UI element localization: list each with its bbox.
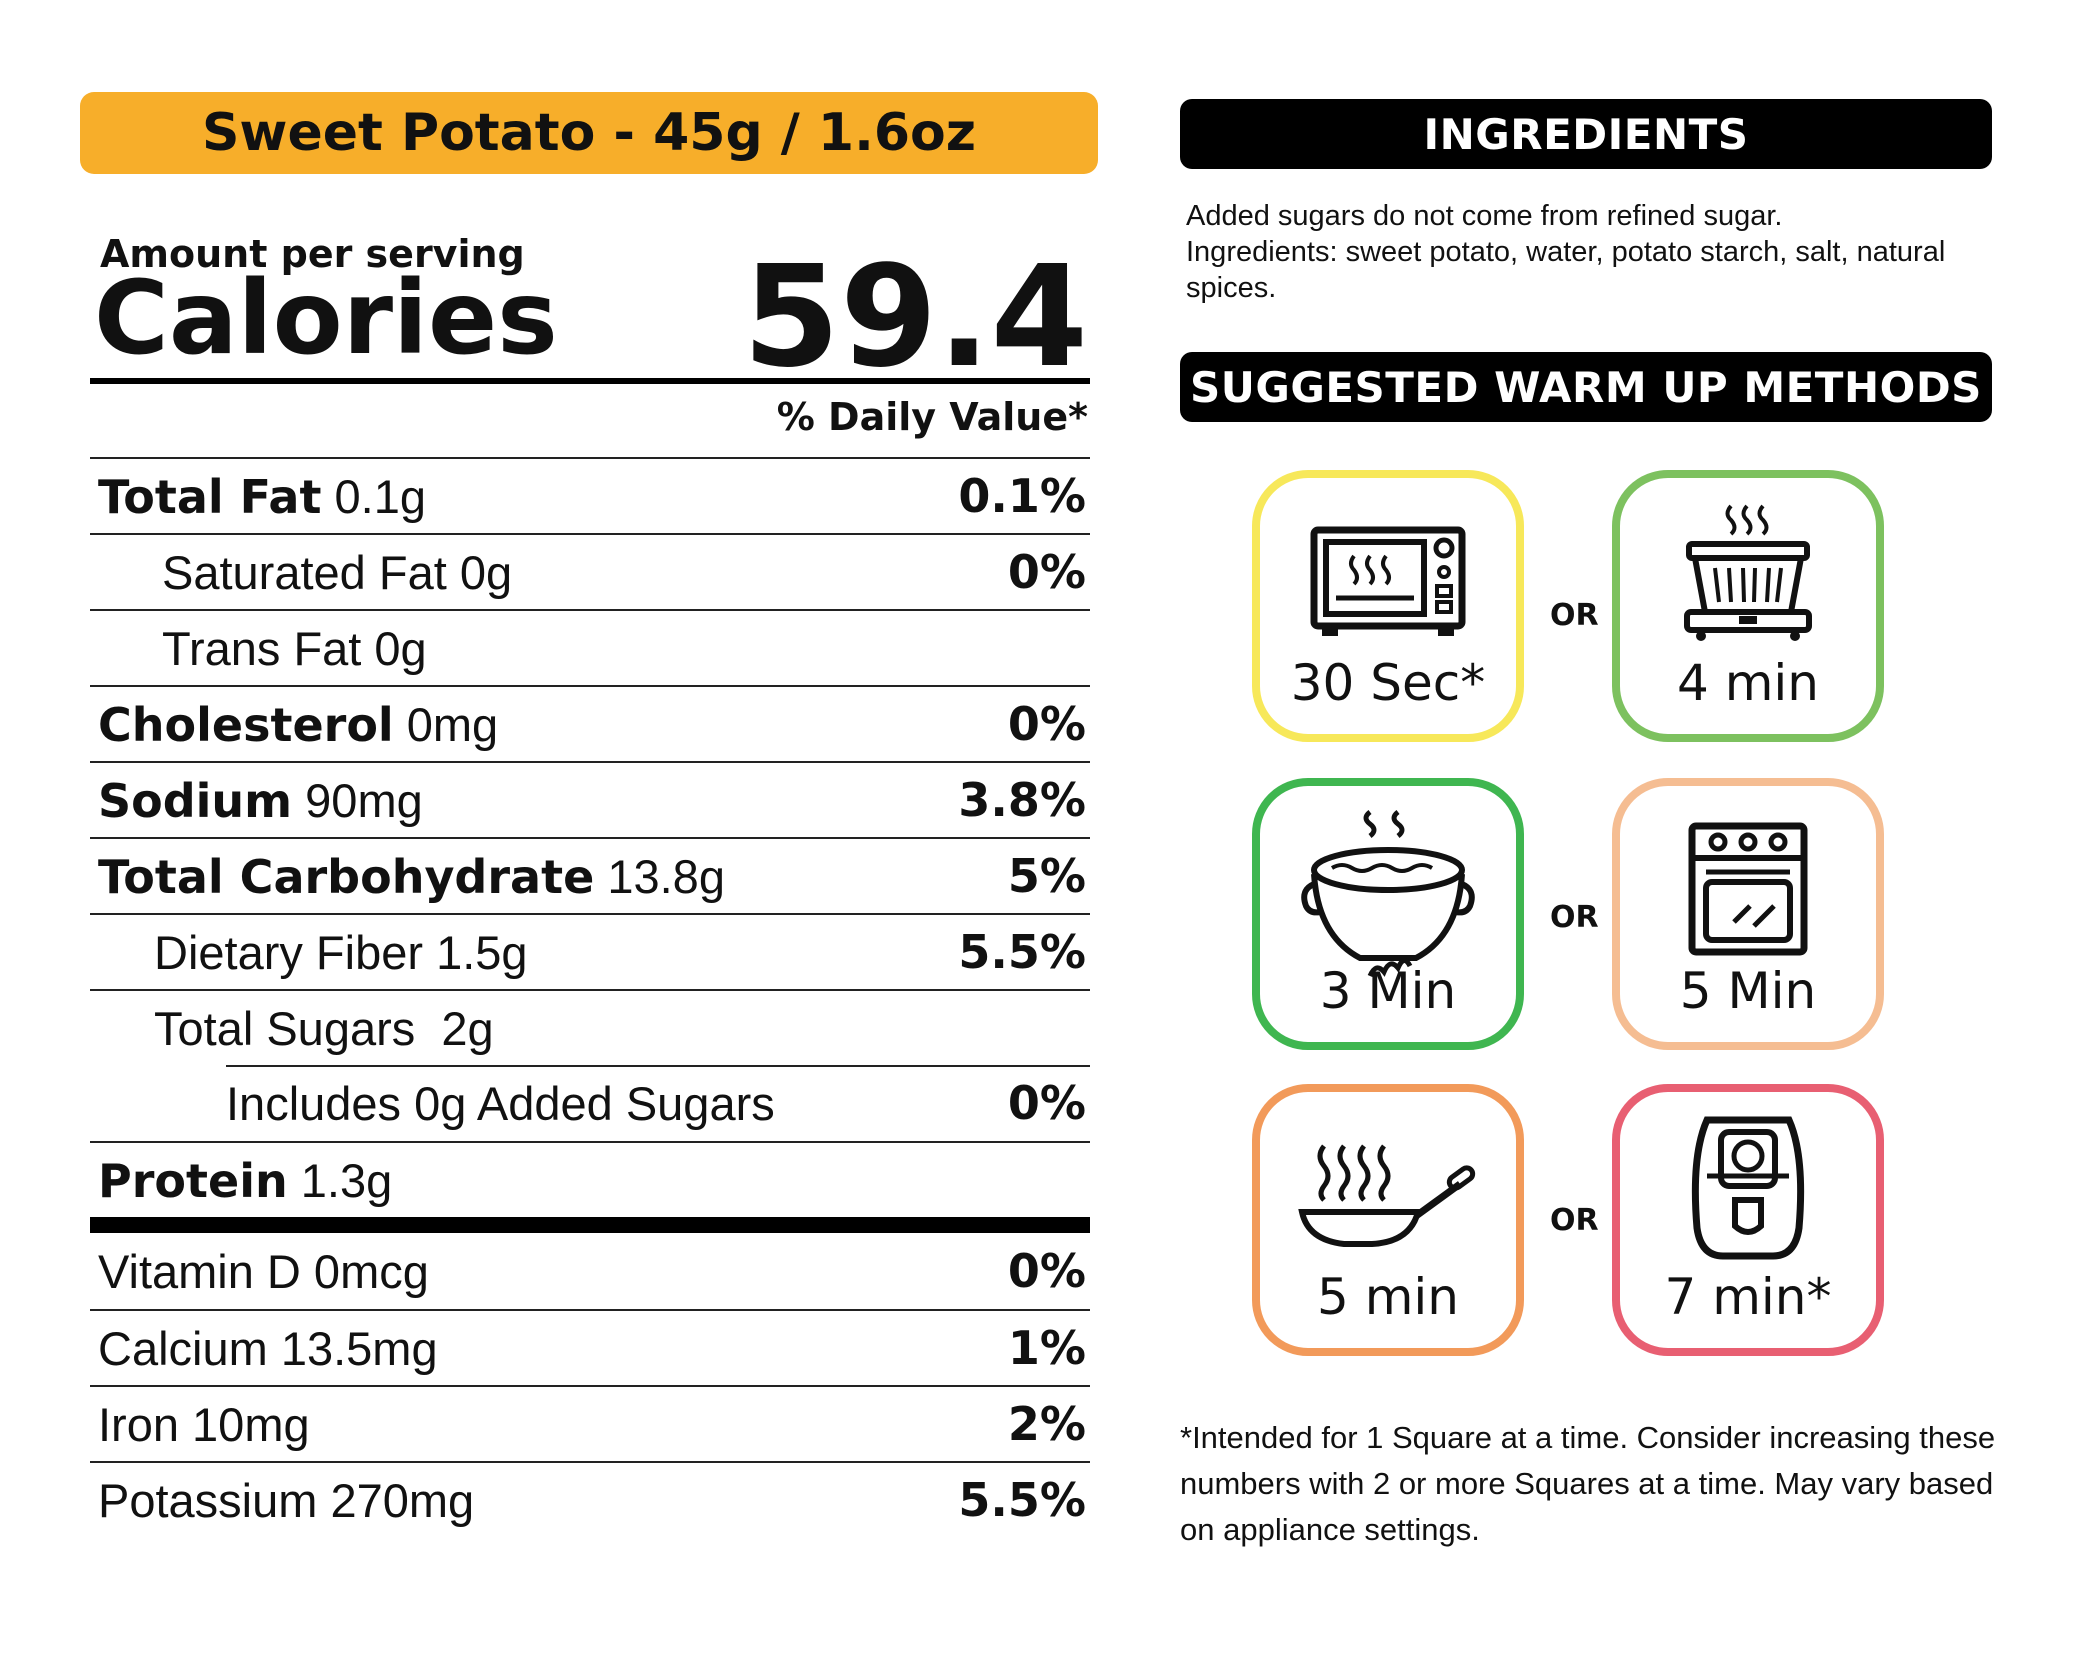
ingredients-text: Added sugars do not come from refined su… (1186, 198, 1986, 306)
oven-icon (1688, 822, 1808, 956)
nutrient-amount: 1.3g (300, 1153, 393, 1207)
nutrient-row-dietary-fiber: Dietary Fiber 1.5g 5.5% (90, 913, 1090, 989)
ingredients-title: INGREDIENTS (1180, 99, 1992, 169)
nutrient-dv: 0.1% (958, 469, 1086, 523)
or-label: OR (1550, 900, 1599, 935)
nutrient-name: Total Fat (98, 469, 322, 524)
method-microwave: 30 Sec* (1252, 470, 1524, 742)
nutrient-dv: 5% (1007, 849, 1086, 903)
method-time: 4 min (1677, 654, 1819, 712)
nutrient-name: Cholesterol (98, 697, 394, 752)
method-time: 5 min (1317, 1268, 1459, 1326)
nutrient-amount: 0.1g (334, 469, 426, 523)
vitamin-label: Vitamin D 0mcg (98, 1244, 429, 1298)
nutrient-amount: 0mg (406, 697, 499, 751)
protein-rule (90, 1217, 1090, 1233)
product-banner: Sweet Potato - 45g / 1.6oz (80, 92, 1098, 174)
nutrient-name: Protein (98, 1153, 288, 1208)
calories-rule (90, 378, 1090, 384)
nutrient-rows: Total Fat 0.1g 0.1% Saturated Fat 0g 0% … (90, 457, 1090, 1537)
calories-label: Calories (94, 259, 558, 378)
method-pot: 3 Min (1252, 778, 1524, 1050)
method-time: 7 min* (1664, 1268, 1832, 1326)
method-time: 5 Min (1679, 962, 1817, 1020)
nutrient-name: Sodium (98, 773, 293, 828)
steamer-icon (1684, 504, 1812, 641)
or-label: OR (1550, 1203, 1599, 1238)
vitamin-row-vitamin-d: Vitamin D 0mcg 0% (90, 1233, 1090, 1309)
daily-value-header: % Daily Value* (776, 395, 1088, 439)
nutrient-amount: 90mg (305, 773, 423, 827)
nutrient-dv: 5.5% (958, 925, 1086, 979)
nutrient-row-saturated-fat: Saturated Fat 0g 0% (90, 533, 1090, 609)
nutrient-row-total-fat: Total Fat 0.1g 0.1% (90, 457, 1090, 533)
vitamin-label: Iron 10mg (98, 1397, 310, 1451)
method-air-fryer: 7 min* (1612, 1084, 1884, 1356)
air-fryer-icon (1691, 1116, 1805, 1260)
nutrient-row-protein: Protein 1.3g (90, 1141, 1090, 1217)
vitamin-row-potassium: Potassium 270mg 5.5% (90, 1461, 1090, 1537)
nutrient-label: Saturated Fat 0g (162, 545, 513, 599)
vitamin-dv: 1% (1007, 1321, 1086, 1375)
footnote: *Intended for 1 Square at a time. Consid… (1180, 1420, 1996, 1547)
nutrient-label: Trans Fat 0g (162, 621, 427, 675)
nutrient-dv: 0% (1007, 697, 1086, 751)
amount-per-serving: Amount per serving (100, 232, 525, 276)
nutrient-row-trans-fat: Trans Fat 0g (90, 609, 1090, 685)
nutrient-dv: 0% (1007, 1076, 1086, 1130)
vitamin-row-iron: Iron 10mg 2% (90, 1385, 1090, 1461)
nutrient-row-added-sugars: Includes 0g Added Sugars 0% (90, 1065, 1090, 1141)
warm-up-title: SUGGESTED WARM UP METHODS (1180, 352, 1992, 422)
method-time: 3 Min (1319, 962, 1457, 1020)
nutrient-dv: 0% (1007, 545, 1086, 599)
nutrient-row-total-carbohydrate: Total Carbohydrate 13.8g 5% (90, 837, 1090, 913)
pot-icon (1301, 810, 1475, 978)
vitamin-dv: 5.5% (958, 1473, 1086, 1527)
method-frying-pan: 5 min (1252, 1084, 1524, 1356)
vitamin-label: Calcium 13.5mg (98, 1321, 438, 1375)
nutrient-row-total-sugars: Total Sugars 2g (90, 989, 1090, 1065)
vitamin-row-calcium: Calcium 13.5mg 1% (90, 1309, 1090, 1385)
vitamin-dv: 2% (1007, 1397, 1086, 1451)
microwave-icon (1310, 526, 1466, 636)
nutrient-name: Total Carbohydrate (98, 849, 595, 904)
vitamin-label: Potassium 270mg (98, 1473, 475, 1527)
or-label: OR (1550, 598, 1599, 633)
frying-pan-icon (1298, 1144, 1476, 1247)
nutrient-label: Total Sugars 2g (154, 1001, 494, 1055)
ingredients-list: Ingredients: sweet potato, water, potato… (1186, 236, 1946, 304)
nutrient-label: Dietary Fiber 1.5g (154, 925, 528, 979)
calories-value: 59.4 (742, 236, 1088, 399)
method-steamer: 4 min (1612, 470, 1884, 742)
vitamin-dv: 0% (1007, 1244, 1086, 1298)
ingredients-note: Added sugars do not come from refined su… (1186, 200, 1783, 232)
nutrient-row-sodium: Sodium 90mg 3.8% (90, 761, 1090, 837)
nutrient-dv: 3.8% (958, 773, 1086, 827)
nutrient-amount: 13.8g (607, 849, 725, 903)
method-oven: 5 Min (1612, 778, 1884, 1050)
nutrient-row-cholesterol: Cholesterol 0mg 0% (90, 685, 1090, 761)
nutrient-label: Includes 0g Added Sugars (226, 1076, 775, 1130)
method-time: 30 Sec* (1290, 654, 1486, 712)
